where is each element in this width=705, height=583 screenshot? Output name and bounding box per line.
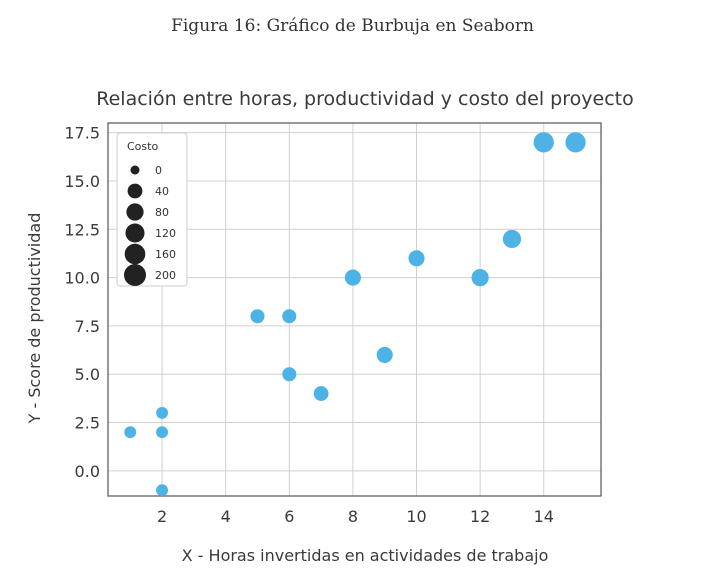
x-tick-label: 4 bbox=[221, 507, 231, 526]
y-tick-label: 7.5 bbox=[75, 317, 100, 336]
bubbles bbox=[124, 132, 586, 497]
y-tick-label: 5.0 bbox=[75, 365, 100, 384]
bubble-point bbox=[533, 132, 554, 153]
chart-title: Relación entre horas, productividad y co… bbox=[96, 88, 633, 110]
y-tick-label: 17.5 bbox=[64, 124, 100, 143]
x-tick-label: 12 bbox=[470, 507, 490, 526]
legend-marker bbox=[127, 183, 143, 199]
legend-label: 120 bbox=[155, 227, 176, 240]
x-tick-label: 14 bbox=[534, 507, 554, 526]
legend-marker bbox=[124, 243, 146, 265]
legend-marker bbox=[124, 264, 146, 286]
legend-marker bbox=[130, 165, 140, 175]
bubble-point bbox=[282, 309, 297, 324]
figure-caption: Figura 16: Gráfico de Burbuja en Seaborn bbox=[171, 16, 534, 36]
legend-title: Costo bbox=[127, 140, 158, 153]
bubble-point bbox=[124, 426, 137, 439]
bubble-point bbox=[156, 426, 169, 439]
y-tick-label: 2.5 bbox=[75, 414, 100, 433]
bubble-point bbox=[313, 386, 329, 401]
plot-frame bbox=[107, 122, 602, 497]
bubble-point bbox=[282, 367, 297, 382]
legend: Costo 0 40 80 120 160 200 bbox=[116, 132, 188, 287]
bubble-point bbox=[565, 132, 586, 153]
bubble-point bbox=[502, 229, 522, 249]
legend-label: 200 bbox=[155, 269, 176, 282]
y-axis-label: Y - Score de productividad bbox=[25, 213, 44, 425]
legend-marker bbox=[126, 203, 144, 221]
bubble-point bbox=[471, 269, 489, 287]
x-axis-ticks: 2 4 6 8 10 12 14 bbox=[157, 507, 554, 526]
y-tick-label: 12.5 bbox=[64, 220, 100, 239]
legend-marker bbox=[125, 223, 145, 243]
grid bbox=[108, 123, 601, 496]
x-tick-label: 2 bbox=[157, 507, 167, 526]
legend-label: 160 bbox=[155, 248, 176, 261]
y-tick-label: 0.0 bbox=[75, 462, 100, 481]
bubble-point bbox=[408, 250, 425, 267]
bubble-point bbox=[156, 406, 169, 419]
bubble-point bbox=[376, 346, 393, 363]
legend-label: 80 bbox=[155, 206, 169, 219]
y-tick-label: 15.0 bbox=[64, 172, 100, 191]
x-tick-label: 10 bbox=[406, 507, 426, 526]
bubble-point bbox=[250, 309, 265, 324]
bubble-point bbox=[156, 484, 169, 497]
legend-label: 40 bbox=[155, 185, 169, 198]
x-tick-label: 8 bbox=[348, 507, 358, 526]
bubble-point bbox=[344, 269, 361, 286]
y-axis-ticks: 0.0 2.5 5.0 7.5 10.0 12.5 15.0 17.5 bbox=[64, 124, 100, 481]
x-axis-label: X - Horas invertidas en actividades de t… bbox=[182, 546, 549, 565]
x-tick-label: 6 bbox=[284, 507, 294, 526]
legend-label: 0 bbox=[155, 164, 162, 177]
y-tick-label: 10.0 bbox=[64, 269, 100, 288]
